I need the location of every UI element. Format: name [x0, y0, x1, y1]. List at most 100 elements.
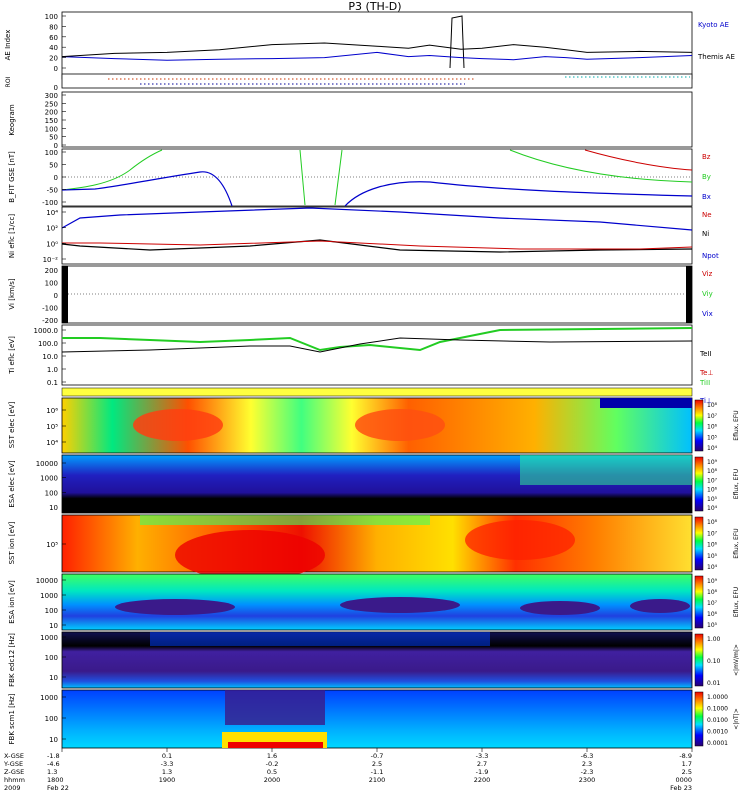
legend-themis-ae: Themis AE	[697, 53, 735, 61]
temperature-panel: Ti eflc [eV] 1000.0100.010.01.00.1 TeII …	[8, 324, 714, 405]
ytick-label: 100	[45, 280, 58, 288]
ytick-label: 10	[49, 674, 58, 682]
xtick-label: 2100	[369, 776, 386, 784]
colorbar-label: <|mV/m|>	[733, 644, 740, 676]
ytick-label: 0	[54, 65, 58, 73]
xtick-label: 2.5	[682, 768, 692, 776]
colorbar-tick: 0.0010	[707, 729, 728, 736]
legend-teii: TeII	[699, 350, 712, 358]
ytick-label: 60	[49, 34, 58, 42]
colorbar-tick: 10⁶	[707, 611, 718, 618]
xtick-label: -0.7	[371, 752, 384, 760]
ytick-label: 10000	[36, 460, 58, 468]
ytick-label: 0	[54, 292, 58, 300]
xtick-label: -2.3	[581, 768, 594, 776]
colorbar-tick: 10⁷	[707, 477, 718, 484]
xtick-label: 1.3	[162, 768, 172, 776]
colorbar-tick: 10⁶	[707, 542, 718, 549]
ytick-label: 10⁴	[46, 209, 58, 217]
colorbar	[694, 633, 704, 687]
page-title: P3 (TH-D)	[348, 0, 401, 13]
ytick-label: 80	[49, 23, 58, 31]
roi-panel: ROI 0	[5, 73, 693, 92]
xtick-label: Feb 23	[670, 784, 692, 792]
density-panel: Ni eflc [1/cc] 10⁴ 10² 10⁰ 10⁻² Ne Ni Npot	[8, 206, 719, 265]
colorbar-label: Eflux, EFU	[733, 587, 740, 617]
orbit-strip	[61, 387, 693, 397]
ytick-label: 10	[49, 622, 58, 630]
colorbar-tick: 10⁷	[707, 600, 718, 607]
xtick-label: Feb 22	[47, 784, 69, 792]
bfield-ylabel: B_FIT GSE [nT]	[8, 151, 16, 203]
colorbar-tick: 10⁴	[707, 505, 718, 512]
ae-panel: AE Index 100 80 60 40 20 0 Kyoto AE Themis AE	[4, 11, 735, 80]
xtick-label: -1.9	[476, 768, 489, 776]
colorbar-tick: 10⁹	[707, 578, 718, 585]
xtick-label: 0000	[675, 776, 692, 784]
ytick-label: 100.0	[38, 340, 58, 348]
colorbar	[694, 399, 704, 452]
xaxis-row-label: X-GSE	[4, 752, 24, 760]
xaxis-row-label: Z-GSE	[4, 768, 24, 776]
ytick-label: 300	[45, 92, 58, 100]
legend-bz: Bz	[702, 153, 711, 161]
ytick-label: 200	[45, 109, 58, 117]
xtick-label: 1800	[47, 776, 64, 784]
fbk-e-panel: FBK edc12 [Hz] 1000 100 10	[8, 631, 693, 689]
ytick-label: -50	[47, 187, 58, 195]
legend-kyoto-ae: Kyoto AE	[698, 21, 729, 29]
sst-elec-ylabel: SST elec [eV]	[8, 401, 16, 448]
legend-teperp: Te⊥	[699, 369, 714, 377]
colorbar-tick: 10⁸	[707, 468, 718, 475]
ytick-label: 100	[45, 654, 58, 662]
colorbar	[694, 691, 704, 747]
sst-ion-ylabel: SST ion [eV]	[8, 521, 16, 564]
colorbar-tick: 10⁸	[707, 402, 718, 409]
ytick-label: 10⁻²	[43, 256, 59, 264]
esa-ion-ylabel: ESA ion [eV]	[8, 580, 16, 624]
velocity-ylabel: Vi [km/s]	[8, 278, 16, 309]
fbk-e-ylabel: FBK edc12 [Hz]	[8, 633, 16, 687]
ytick-label: 1000	[40, 475, 58, 483]
xaxis-row-label: hhmm	[4, 776, 25, 784]
esa-elec-panel: ESA elec [eV] 10000 1000 100 10	[8, 454, 693, 514]
colorbar-tick: 0.01	[707, 680, 721, 687]
xaxis-row-label: Y-GSE	[3, 760, 23, 768]
colorbar-tick: 10⁹	[707, 459, 718, 466]
ytick-label: 40	[49, 44, 58, 52]
colorbar-tick: 10⁸	[707, 589, 718, 596]
xtick-label: -1.8	[47, 752, 60, 760]
ytick-label: -100	[42, 305, 58, 313]
sst-ion-panel: SST ion [eV] 10⁵	[8, 514, 693, 580]
x-axis: X-GSEY-GSEZ-GSEhhmm2009-1.8-4.61.31800Fe…	[3, 748, 693, 792]
legend-viy: Viy	[702, 290, 713, 298]
colorbar-tick: 10⁸	[707, 519, 718, 526]
xtick-label: 2000	[264, 776, 281, 784]
ytick-label: 20	[49, 55, 58, 63]
colorbar-tick: 10⁵	[707, 622, 718, 629]
legend-ni: Ni	[702, 230, 709, 238]
ytick-label: 50	[49, 162, 58, 170]
keogram-ylabel: Keogram	[8, 104, 16, 135]
legend-viz: Viz	[702, 270, 713, 278]
ytick-label: 10⁵	[46, 541, 58, 549]
ytick-label: 100	[45, 489, 58, 497]
xtick-label: 0.5	[267, 768, 277, 776]
ytick-label: 150	[45, 117, 58, 125]
fbk-b-ylabel: FBK scm1 [Hz]	[8, 693, 16, 744]
colorbar-label: Eflux, EFU	[733, 469, 740, 499]
ytick-label: 10	[49, 504, 58, 512]
xtick-label: -4.6	[47, 760, 60, 768]
colorbar-tick: 10⁵	[707, 434, 718, 441]
ytick-label: 100	[45, 13, 58, 21]
temperature-ylabel: Ti eflc [eV]	[8, 336, 16, 375]
ytick-label: -200	[42, 317, 58, 325]
colorbar-tick: 10⁵	[707, 496, 718, 503]
roi-ylabel: ROI	[5, 76, 12, 87]
colorbar-tick: 10⁷	[707, 413, 718, 420]
colorbar-label: Eflux, EFU	[733, 528, 740, 558]
bfield-panel: B_FIT GSE [nT] 100 50 0 -50 -100 Bz By Bx	[8, 148, 711, 207]
roi-ytick: 0	[54, 84, 58, 92]
